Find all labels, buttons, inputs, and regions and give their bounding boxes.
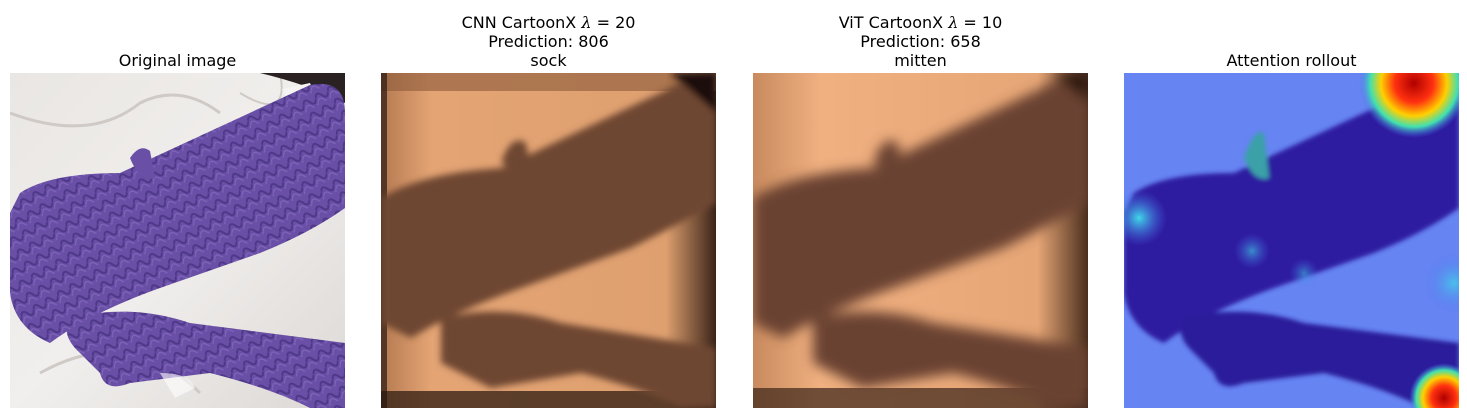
vit-cartoonx-mask bbox=[753, 73, 1088, 408]
title-line: ViT CartoonX λ = 10 bbox=[838, 13, 1003, 32]
original-image bbox=[10, 73, 345, 408]
panel-title: CNN CartoonX λ = 20 Prediction: 806 sock bbox=[341, 13, 756, 70]
copper-mask-image bbox=[753, 73, 1088, 408]
panel-title: Attention rollout bbox=[1084, 51, 1467, 70]
attention-rollout-heatmap bbox=[1124, 73, 1459, 408]
title-line: Original image bbox=[118, 51, 237, 70]
panel-attention-rollout: Attention rollout bbox=[1124, 0, 1459, 417]
copper-mask-image bbox=[381, 73, 716, 408]
title-line: mitten bbox=[894, 51, 947, 70]
rollout-overlay-image bbox=[1124, 73, 1459, 408]
panel-vit-cartoonx: ViT CartoonX λ = 10 Prediction: 658 mitt… bbox=[753, 0, 1088, 417]
title-line: CNN CartoonX λ = 20 bbox=[461, 13, 636, 32]
panel-original-image: Original image bbox=[10, 0, 345, 417]
mitten-photo bbox=[10, 73, 345, 408]
panel-title: Original image bbox=[0, 51, 385, 70]
title-line: sock bbox=[530, 51, 567, 70]
panel-cnn-cartoonx: CNN CartoonX λ = 20 Prediction: 806 sock bbox=[381, 0, 716, 417]
panel-title: ViT CartoonX λ = 10 Prediction: 658 mitt… bbox=[713, 13, 1128, 70]
cnn-cartoonx-mask bbox=[381, 73, 716, 408]
title-line: Prediction: 806 bbox=[488, 32, 609, 51]
title-line: Attention rollout bbox=[1226, 51, 1357, 70]
title-line: Prediction: 658 bbox=[860, 32, 981, 51]
